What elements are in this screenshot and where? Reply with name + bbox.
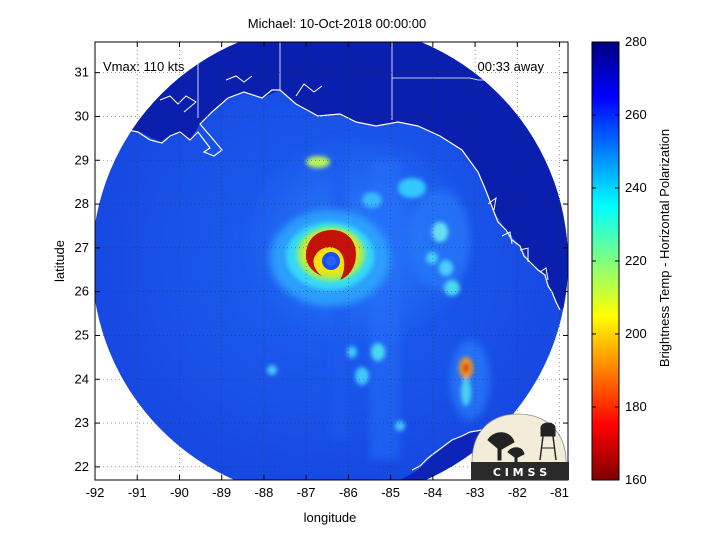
x-tick-label: -82	[508, 485, 527, 500]
time-away-label: 00:33 away	[478, 59, 545, 74]
logo-text: C I M S S	[493, 466, 547, 479]
x-tick-label: -92	[86, 485, 105, 500]
x-tick-label: -90	[170, 485, 189, 500]
y-tick-label: 26	[75, 284, 89, 299]
y-tick-label: 25	[75, 327, 89, 342]
colorbar	[592, 42, 619, 480]
x-tick-label: -84	[423, 485, 442, 500]
colorbar-tick-label: 160	[625, 472, 647, 487]
y-tick-label: 22	[75, 459, 89, 474]
y-tick-label: 31	[75, 65, 89, 80]
y-tick-label: 30	[75, 108, 89, 123]
x-tick-label: -85	[381, 485, 400, 500]
vmax-label: Vmax: 110 kts	[103, 59, 185, 74]
colorbar-tick-label: 240	[625, 180, 647, 195]
x-tick-label: -89	[212, 485, 231, 500]
plot-title: Michael: 10-Oct-2018 00:00:00	[248, 16, 427, 31]
colorbar-tick-label: 280	[625, 34, 647, 49]
y-tick-label: 29	[75, 152, 89, 167]
colorbar-tick-label: 220	[625, 253, 647, 268]
x-tick-label: -81	[550, 485, 569, 500]
y-axis-title: latitude	[52, 240, 67, 282]
x-axis-title: longitude	[304, 510, 357, 525]
colorbar-tick-label: 180	[625, 399, 647, 414]
y-tick-label: 28	[75, 196, 89, 211]
y-tick-label: 27	[75, 240, 89, 255]
colorbar-tick-label: 200	[625, 326, 647, 341]
y-tick-label: 23	[75, 415, 89, 430]
x-tick-label: -88	[255, 485, 274, 500]
x-tick-label: -83	[466, 485, 485, 500]
y-tick-label: 24	[75, 371, 89, 386]
x-tick-label: -86	[339, 485, 358, 500]
colorbar-label: Brightness Temp - Horizontal Polarizatio…	[657, 129, 672, 367]
x-tick-label: -87	[297, 485, 316, 500]
x-tick-label: -91	[128, 485, 147, 500]
colorbar-tick-label: 260	[625, 107, 647, 122]
